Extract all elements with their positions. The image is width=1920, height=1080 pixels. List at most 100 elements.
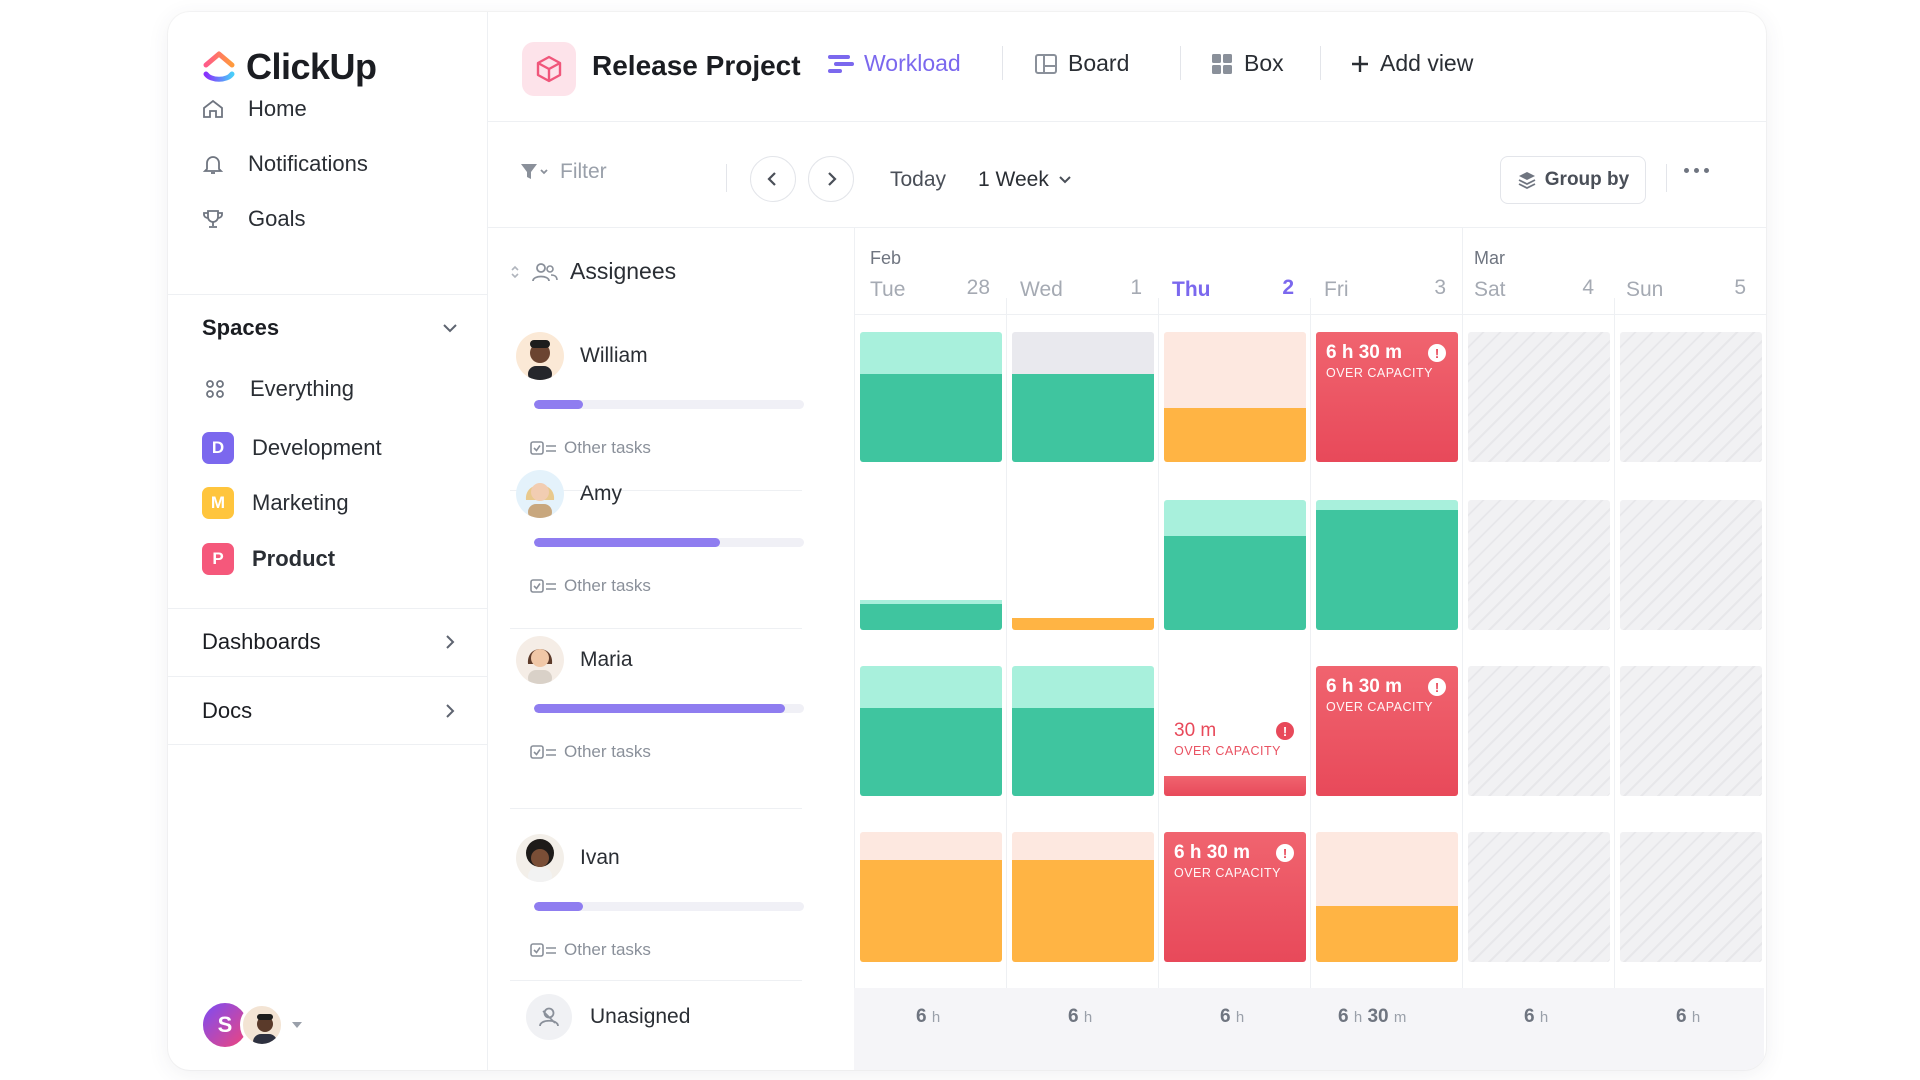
other-tasks-link[interactable]: Other tasks bbox=[530, 742, 651, 762]
capacity-remaining bbox=[860, 832, 1002, 860]
day-total: 6 h bbox=[1676, 1006, 1701, 1027]
month-label-mar: Mar bbox=[1474, 248, 1505, 268]
nav-dashboards[interactable]: Dashboards bbox=[202, 629, 321, 654]
capacity-progress-bar bbox=[534, 400, 804, 409]
tab-workload[interactable]: Workload bbox=[828, 50, 961, 77]
workload-fill bbox=[1164, 776, 1306, 796]
workload-cell-amy-fri[interactable] bbox=[1316, 500, 1458, 630]
assignee-row-william[interactable]: William Other tasks bbox=[504, 332, 814, 482]
day-number: 4 bbox=[1582, 276, 1594, 299]
assignees-header[interactable]: Assignees bbox=[510, 258, 676, 285]
capacity-remaining bbox=[860, 666, 1002, 708]
column-divider bbox=[854, 228, 855, 988]
workload-cell-ivan-thu[interactable]: 6 h 30 m OVER CAPACITY ! bbox=[1164, 832, 1306, 962]
project-header: Release Project Workload Board Box Add v… bbox=[488, 12, 1766, 122]
day-name: Tue bbox=[870, 278, 906, 301]
assignee-row-amy[interactable]: Amy Other tasks bbox=[504, 470, 814, 620]
nav-docs[interactable]: Docs bbox=[202, 698, 253, 723]
column-divider bbox=[1462, 228, 1463, 988]
range-select-value: 1 Week bbox=[978, 168, 1049, 191]
space-badge-product: P bbox=[202, 543, 234, 575]
workload-cell-amy-sun bbox=[1620, 500, 1762, 630]
other-tasks-link[interactable]: Other tasks bbox=[530, 438, 651, 458]
capacity-remaining bbox=[1012, 332, 1154, 374]
tab-workload-label: Workload bbox=[864, 50, 961, 76]
workload-cell-amy-wed[interactable] bbox=[1012, 500, 1154, 630]
add-view-label: Add view bbox=[1380, 50, 1474, 76]
trophy-icon bbox=[200, 206, 226, 232]
assignee-name: William bbox=[580, 344, 648, 367]
day-name: Sat bbox=[1474, 278, 1506, 301]
unassigned-user-icon bbox=[526, 994, 572, 1040]
filter-placeholder: Filter bbox=[560, 160, 607, 183]
other-tasks-link[interactable]: Other tasks bbox=[530, 940, 651, 960]
spaces-collapse-chevron-icon[interactable] bbox=[439, 317, 461, 339]
day-number: 3 bbox=[1434, 276, 1446, 299]
column-divider bbox=[1006, 298, 1007, 988]
workload-fill bbox=[860, 604, 1002, 630]
workload-cell-william-wed[interactable] bbox=[1012, 332, 1154, 462]
capacity-remaining bbox=[860, 332, 1002, 374]
row-divider bbox=[510, 808, 802, 809]
user-menu[interactable]: S bbox=[200, 1000, 302, 1050]
tab-board[interactable]: Board bbox=[1034, 50, 1129, 77]
next-week-button[interactable] bbox=[808, 156, 854, 202]
workload-cell-maria-thu[interactable]: 30 m OVER CAPACITY ! bbox=[1164, 666, 1306, 796]
nav-home[interactable]: Home bbox=[200, 96, 307, 122]
day-total: 6 h bbox=[1524, 1006, 1549, 1027]
workload-fill bbox=[1164, 536, 1306, 630]
warning-icon: ! bbox=[1428, 678, 1446, 696]
workload-cell-ivan-tue[interactable] bbox=[860, 832, 1002, 962]
tab-box[interactable]: Box bbox=[1210, 50, 1284, 77]
capacity-progress-bar bbox=[534, 704, 804, 713]
brand-logo[interactable]: ClickUp bbox=[202, 46, 377, 88]
other-tasks-link[interactable]: Other tasks bbox=[530, 576, 651, 596]
other-tasks-label: Other tasks bbox=[564, 438, 651, 457]
grid-dots-icon bbox=[202, 376, 228, 402]
space-everything[interactable]: Everything bbox=[202, 376, 354, 402]
over-capacity-label: 6 h 30 m OVER CAPACITY bbox=[1326, 676, 1433, 714]
today-button[interactable]: Today bbox=[890, 168, 947, 191]
over-capacity-text: OVER CAPACITY bbox=[1326, 366, 1433, 380]
workload-fill bbox=[1012, 860, 1154, 962]
workload-cell-amy-thu[interactable] bbox=[1164, 500, 1306, 630]
other-tasks-label: Other tasks bbox=[564, 576, 651, 595]
workload-cell-william-fri[interactable]: 6 h 30 m OVER CAPACITY ! bbox=[1316, 332, 1458, 462]
workload-cell-amy-tue[interactable] bbox=[860, 500, 1002, 630]
dashboards-chevron-right-icon[interactable] bbox=[439, 631, 461, 653]
add-view-button[interactable]: Add view bbox=[1350, 50, 1473, 77]
capacity-remaining bbox=[1012, 832, 1154, 860]
filter-icon bbox=[521, 164, 548, 179]
day-total: 6 h bbox=[1220, 1006, 1245, 1027]
space-development[interactable]: D Development bbox=[202, 432, 382, 464]
range-select[interactable]: 1 Week bbox=[978, 168, 1073, 192]
group-by-button[interactable]: Group by bbox=[1500, 156, 1646, 204]
space-marketing[interactable]: M Marketing bbox=[202, 487, 349, 519]
nav-notifications[interactable]: Notifications bbox=[200, 151, 368, 177]
prev-week-button[interactable] bbox=[750, 156, 796, 202]
over-capacity-text: OVER CAPACITY bbox=[1174, 866, 1281, 880]
workload-cell-maria-tue[interactable] bbox=[860, 666, 1002, 796]
workload-cell-william-tue[interactable] bbox=[860, 332, 1002, 462]
space-product[interactable]: P Product bbox=[202, 543, 335, 575]
more-options-icon[interactable] bbox=[1684, 168, 1709, 173]
assignee-row-ivan[interactable]: Ivan Other tasks bbox=[504, 834, 814, 984]
nav-goals-label: Goals bbox=[248, 206, 306, 231]
workload-cell-maria-wed[interactable] bbox=[1012, 666, 1154, 796]
workload-cell-maria-fri[interactable]: 6 h 30 m OVER CAPACITY ! bbox=[1316, 666, 1458, 796]
workload-cell-maria-sun bbox=[1620, 666, 1762, 796]
assignee-row-maria[interactable]: Maria Other tasks bbox=[504, 636, 814, 786]
avatar bbox=[516, 834, 564, 882]
docs-chevron-right-icon[interactable] bbox=[439, 700, 461, 722]
unassigned-row[interactable]: Unasigned bbox=[526, 994, 690, 1040]
workload-cell-william-thu[interactable] bbox=[1164, 332, 1306, 462]
workload-fill bbox=[1012, 708, 1154, 796]
nav-goals[interactable]: Goals bbox=[200, 206, 305, 232]
over-capacity-hours: 6 h 30 m bbox=[1326, 676, 1403, 697]
workload-cell-ivan-fri[interactable] bbox=[1316, 832, 1458, 962]
assignee-name: Ivan bbox=[580, 846, 620, 869]
clickup-logo-icon bbox=[203, 51, 235, 82]
filter-input[interactable]: Filter bbox=[520, 160, 607, 184]
chevron-left-icon bbox=[767, 172, 776, 186]
workload-cell-ivan-wed[interactable] bbox=[1012, 832, 1154, 962]
